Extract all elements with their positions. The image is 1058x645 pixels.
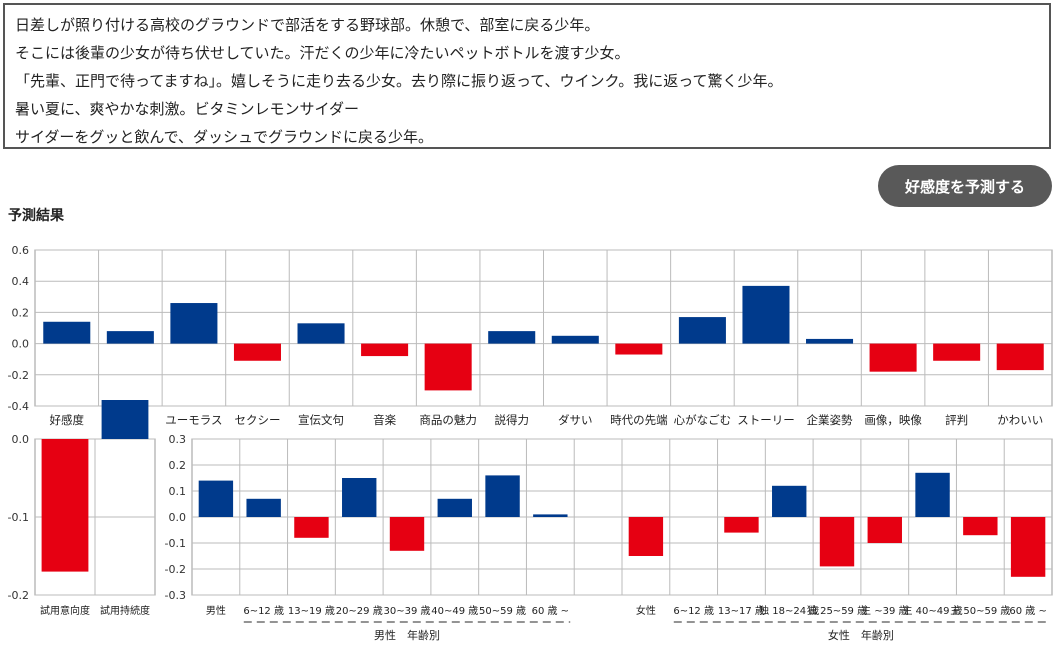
y-tick-label: 0.0 [12,433,30,446]
bar [361,343,409,357]
x-tick-label: セクシー [234,413,280,427]
y-tick-label: -0.2 [165,563,186,576]
bar [101,400,149,439]
x-tick-label: 独 25~59 歳 [807,604,867,617]
y-tick-label: -0.1 [8,511,29,524]
bar [170,303,218,344]
x-tick-label: 独 18~24 歳 [759,604,819,617]
story-line: そこには後輩の少女が待ち伏せしていた。汗だくの少年に冷たいペットボトルを渡す少女… [15,44,630,62]
bar [488,331,536,344]
y-tick-label: 0.1 [169,485,187,498]
x-tick-label: 60 歳 ~ [532,605,569,617]
bar [1010,517,1046,577]
bar [389,517,425,551]
x-tick-label: 時代の先端 [610,413,668,427]
x-tick-label: 試用意向度 [40,604,90,617]
x-tick-label: 40~49 歳 [431,605,478,617]
x-tick-label: 説得力 [494,413,529,427]
x-tick-label: 主 50~59 歳 [950,605,1010,617]
x-tick-label: 30~39 歳 [383,605,430,617]
y-tick-label: -0.2 [8,589,29,602]
y-tick-label: 0.2 [12,306,30,319]
x-tick-label: 主 ~39 歳 [861,605,908,617]
y-tick-label: 0.0 [169,511,187,524]
x-tick-label: ストーリー [737,413,795,427]
bar [297,323,345,344]
x-tick-label: 男性 [206,604,226,617]
bar [485,475,520,517]
x-tick-label: 画像，映像 [864,413,922,427]
x-tick-label: 6~12 歳 [243,605,284,617]
x-tick-label: 6~12 歳 [673,605,714,617]
bar [628,517,664,556]
bar [424,343,472,391]
story-line: サイダーをグッと飲んで、ダッシュでグラウンドに戻る少年。 [15,128,434,146]
bar [246,498,281,517]
y-tick-label: -0.2 [8,369,29,382]
x-tick-label: 評判 [945,413,968,427]
x-tick-label: ユーモラス [165,413,222,427]
bar [933,343,981,361]
x-tick-label: 女性 [636,604,656,617]
x-tick-label: 60 歳 ~ [1009,605,1046,617]
bar [996,343,1044,371]
story-line: 日差しが照り付ける高校のグラウンドで部活をする野球部。休憩で、部室に戻る少年。 [15,16,600,34]
bar [233,343,281,361]
bar [43,321,91,344]
y-tick-label: 0.2 [169,459,187,472]
x-tick-label: 好感度 [50,413,85,427]
bar [41,439,89,572]
bar [106,331,154,344]
y-tick-label: 0.0 [12,338,30,351]
bar [678,317,726,344]
x-tick-label: 試用持続度 [100,604,150,617]
story-line: 暑い夏に、爽やかな刺激。ビタミンレモンサイダー [15,100,359,118]
x-tick-label: 主 40~49 歳 [902,605,962,617]
bar [742,285,790,344]
x-tick-label: 13~19 歳 [288,605,335,617]
bar [867,517,902,543]
bar [819,517,855,567]
x-tick-label: 商品の魅力 [419,413,477,427]
y-tick-label: 0.4 [12,275,30,288]
bar [551,335,599,344]
bar [294,517,329,538]
y-tick-label: -0.3 [165,589,186,602]
y-tick-label: -0.1 [165,537,186,550]
age-group-label: 女性 年齢別 [828,628,894,642]
x-tick-label: 13~17 歳 [718,605,765,617]
x-tick-label: 20~29 歳 [336,605,383,617]
bar [963,517,998,536]
story-box: 日差しが照り付ける高校のグラウンドで部活をする野球部。休憩で、部室に戻る少年。 … [3,3,1051,149]
bar [869,343,917,372]
predict-favorability-button[interactable]: 好感度を予測する [878,165,1052,207]
bar [915,472,950,517]
story-line: 「先輩、正門で待ってますね」。嬉しそうに走り去る少女。去り際に振り返って、ウイン… [15,72,783,90]
result-title: 予測結果 [8,208,64,224]
age-group-label: 男性 年齢別 [374,628,440,642]
bar [533,514,568,517]
x-tick-label: 宣伝文句 [298,413,344,427]
x-tick-label: 50~59 歳 [479,605,526,617]
x-tick-label: 企業姿勢 [807,413,853,427]
x-tick-label: ダサい [558,413,593,427]
bar [198,480,234,517]
bar [342,478,377,517]
bar [437,498,472,517]
bar [806,338,854,344]
y-tick-label: 0.3 [169,433,187,446]
x-tick-label: かわいい [997,413,1043,427]
y-tick-label: -0.4 [8,400,29,413]
y-tick-label: 0.6 [12,244,30,257]
x-tick-label: 心がなごむ [674,413,732,427]
bar [615,343,663,355]
bar [724,517,759,533]
bar [772,485,807,517]
x-tick-label: 音楽 [373,413,396,427]
